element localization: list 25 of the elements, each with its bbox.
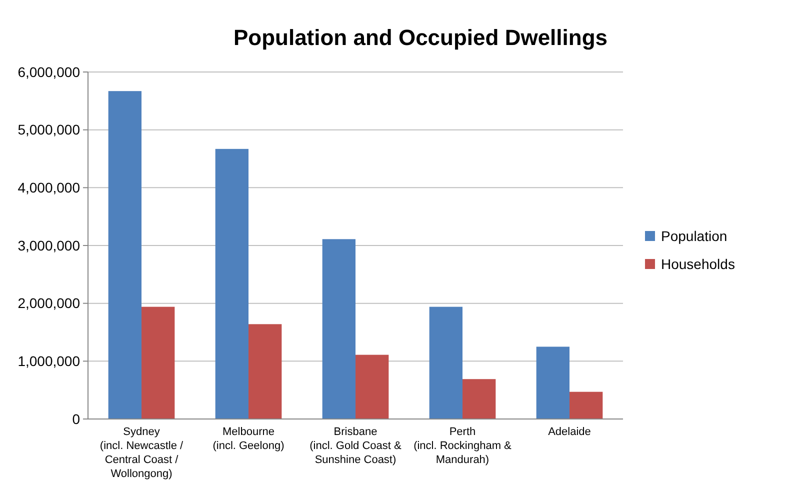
y-tick-label: 1,000,000 bbox=[18, 353, 80, 370]
bar bbox=[248, 324, 282, 419]
chart-title: Population and Occupied Dwellings bbox=[233, 25, 608, 50]
x-tick-label: Melbourne (incl. Geelong) bbox=[212, 426, 284, 452]
y-tick-label: 2,000,000 bbox=[18, 295, 80, 312]
legend-label: Population bbox=[661, 228, 728, 244]
y-tick-label: 6,000,000 bbox=[18, 64, 80, 80]
y-tick-label: 3,000,000 bbox=[18, 237, 80, 254]
y-tick-label: 4,000,000 bbox=[18, 180, 80, 196]
bar bbox=[322, 239, 356, 419]
y-tick-label: 0 bbox=[72, 410, 80, 427]
legend-label: Households bbox=[661, 256, 735, 272]
x-tick-label: Brisbane (incl. Gold Coast & Sunshine Coast) bbox=[310, 426, 402, 466]
bar bbox=[108, 91, 142, 419]
x-tick-label: Perth (incl. Rockingham & Mandurah) bbox=[414, 426, 512, 466]
bar bbox=[536, 346, 570, 419]
bar bbox=[429, 306, 462, 419]
y-tick-label: 5,000,000 bbox=[18, 122, 80, 138]
x-tick-label: Sydney (incl. Newcastle / Central Coast / Wollongong) bbox=[100, 426, 184, 480]
bar bbox=[142, 306, 175, 419]
x-tick-label: Adelaide bbox=[548, 426, 591, 438]
bar bbox=[215, 148, 248, 419]
bar bbox=[570, 392, 603, 419]
bar bbox=[356, 354, 389, 419]
bar bbox=[462, 379, 496, 419]
